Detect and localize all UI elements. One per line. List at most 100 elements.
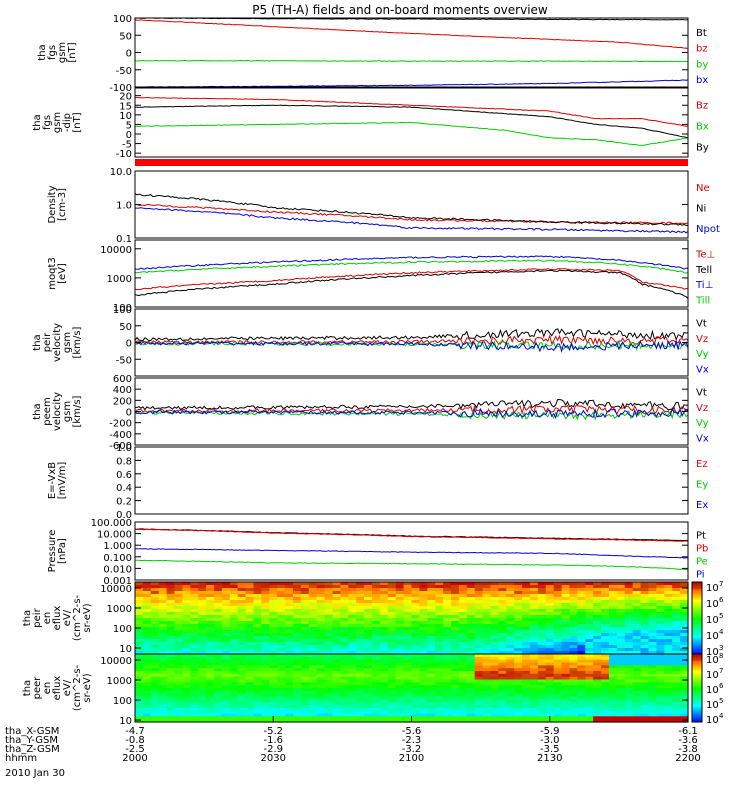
- spectrogram-cell: [482, 682, 492, 686]
- spectrogram-cell: [506, 671, 515, 675]
- spectrogram-cell: [229, 597, 239, 601]
- spectrogram-cell: [569, 636, 578, 640]
- spectrogram-cell: [372, 676, 381, 681]
- spectrogram-cell: [277, 585, 286, 589]
- spectrogram-cell: [585, 618, 594, 622]
- spectrogram-cell: [514, 676, 523, 681]
- spectrogram-cell: [632, 636, 642, 640]
- spectrogram-cell: [545, 648, 555, 652]
- spectrogram-cell: [214, 676, 223, 681]
- spectrogram-cell: [237, 591, 247, 595]
- spectrogram-cell: [609, 648, 618, 652]
- spectrogram-cell: [135, 612, 144, 616]
- spectrogram-cell: [537, 693, 547, 698]
- spectrogram-cell: [632, 615, 642, 619]
- spectrogram-cell: [300, 639, 310, 643]
- spectrogram-cell: [229, 665, 239, 669]
- spectrogram-cell: [206, 603, 215, 607]
- spectrogram-cell: [632, 582, 642, 586]
- spectrogram-cell: [601, 676, 610, 681]
- spectrogram-cell: [624, 662, 634, 666]
- spectrogram-cell: [648, 636, 657, 640]
- spectrogram-cell: [324, 707, 334, 712]
- spectrogram-cell: [458, 630, 468, 634]
- spectrogram-cell: [593, 665, 602, 669]
- spectrogram-cell: [537, 651, 547, 655]
- spectrogram-cell: [379, 588, 389, 592]
- spectrogram-cell: [277, 693, 286, 698]
- spectrogram-cell: [537, 696, 547, 700]
- spectrogram-cell: [466, 699, 476, 703]
- spectrogram-cell: [221, 716, 231, 720]
- spectrogram-cell: [522, 719, 531, 723]
- spectrogram-cell: [577, 606, 586, 610]
- spectrogram-cell: [300, 627, 310, 631]
- spectrogram-cell: [364, 606, 373, 610]
- spectrogram-cell: [142, 665, 152, 669]
- spectrogram-cell: [364, 719, 373, 723]
- spectrogram-cell: [395, 690, 405, 695]
- spectrogram-cell: [269, 676, 278, 681]
- spectrogram-cell: [150, 679, 160, 683]
- spectrogram-cell: [648, 630, 657, 634]
- spectrogram-cell: [680, 624, 689, 628]
- spectrogram-cell: [656, 716, 665, 720]
- spectrogram-cell: [300, 582, 310, 586]
- spectrogram-cell: [340, 642, 349, 646]
- spectrogram-cell: [435, 688, 444, 692]
- spectrogram-cell: [395, 612, 405, 616]
- spectrogram-cell: [537, 710, 547, 715]
- spectrogram-cell: [632, 585, 642, 589]
- y-axis-label: tha: [22, 680, 33, 696]
- spectrogram-cell: [348, 648, 357, 652]
- spectrogram-cell: [490, 639, 499, 643]
- spectrogram-cell: [237, 624, 247, 628]
- spectrogram-cell: [593, 671, 602, 675]
- spectrogram-cell: [253, 673, 262, 678]
- y-axis-label: tha: [37, 44, 48, 60]
- spectrogram-cell: [624, 621, 634, 625]
- spectrogram-cell: [332, 630, 341, 634]
- spectrogram-cell: [372, 621, 381, 625]
- spectrogram-cell: [332, 668, 341, 672]
- spectrogram-cell: [569, 651, 578, 655]
- spectrogram-cell: [277, 600, 286, 604]
- spectrogram-cell: [245, 636, 255, 640]
- legend-label: Vy: [696, 418, 709, 429]
- spectrogram-cell: [308, 707, 318, 712]
- spectrogram-cell: [174, 719, 183, 723]
- spectrogram-cell: [158, 685, 168, 689]
- spectrogram-cell: [182, 671, 191, 675]
- spectrogram-cell: [293, 688, 302, 692]
- spectrogram-cell: [379, 682, 389, 686]
- spectrogram-cell: [221, 654, 231, 658]
- spectrogram-cell: [490, 582, 499, 586]
- spectrogram-cell: [198, 624, 207, 628]
- spectrogram-cell: [443, 705, 452, 709]
- spectrogram-cell: [545, 671, 555, 675]
- spectrogram-cell: [245, 679, 255, 683]
- spectrogram-cell: [269, 685, 278, 689]
- spectrogram-cell: [537, 699, 547, 703]
- spectrogram-cell: [522, 662, 531, 666]
- spectrogram-cell: [253, 696, 262, 700]
- spectrogram-cell: [403, 615, 413, 619]
- spectrogram-cell: [506, 685, 515, 689]
- spectrogram-cell: [648, 659, 657, 664]
- spectrogram-cell: [514, 662, 523, 666]
- spectrogram-cell: [190, 603, 199, 607]
- spectrogram-cell: [411, 624, 420, 628]
- spectrogram-cell: [182, 656, 191, 661]
- spectrogram-cell: [514, 668, 523, 672]
- spectrogram-cell: [206, 633, 215, 637]
- spectrogram-cell: [277, 612, 286, 616]
- spectrogram-cell: [458, 719, 468, 723]
- spectrogram-cell: [198, 696, 207, 700]
- spectrogram-cell: [340, 679, 349, 683]
- spectrogram-cell: [245, 645, 255, 649]
- spectrogram-cell: [443, 642, 452, 646]
- x-row-value: -2.5: [125, 744, 145, 755]
- spectrogram-cell: [680, 642, 689, 646]
- spectrogram-cell: [640, 656, 650, 661]
- spectrogram-cell: [372, 642, 381, 646]
